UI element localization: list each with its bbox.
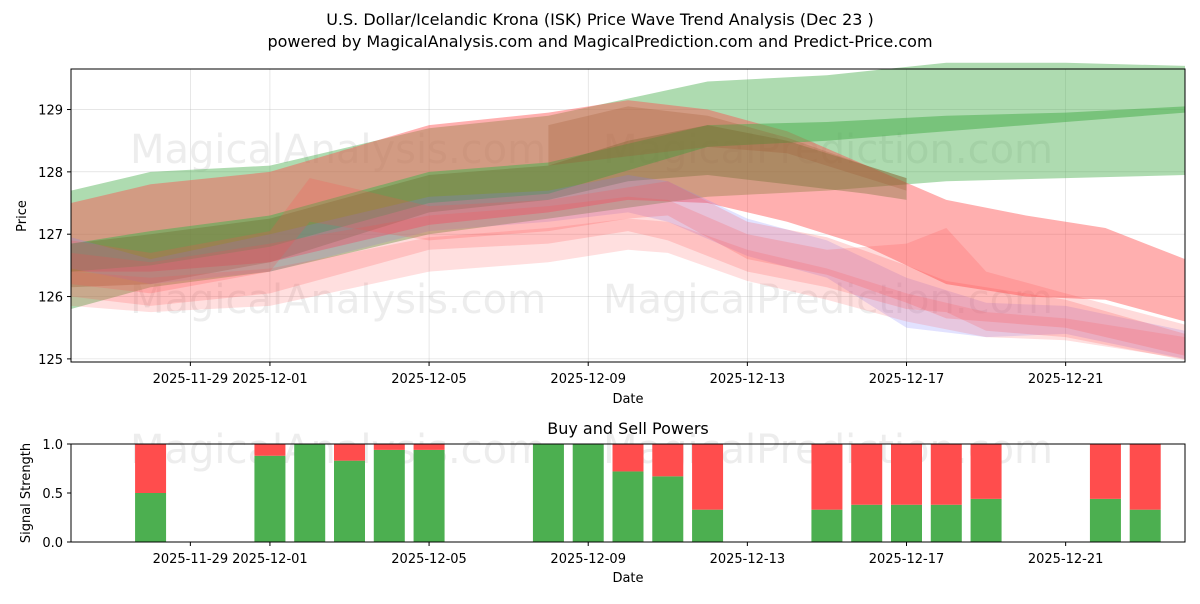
sell-power-bar <box>692 444 724 510</box>
forecast-band-olive <box>71 125 907 288</box>
sell-power-bar <box>1129 444 1161 510</box>
forecast-band-red <box>71 178 1185 356</box>
forecast-band-red <box>71 196 1185 361</box>
buy-power-bar <box>294 444 326 542</box>
sell-power-bar <box>970 444 1002 499</box>
power-y-tick-label: 0.5 <box>42 487 63 502</box>
power-x-tick-label: 2025-12-05 <box>391 552 467 567</box>
sell-power-bar <box>334 444 365 461</box>
price-x-tick-label: 2025-12-13 <box>710 372 786 387</box>
buy-power-bar <box>811 509 843 542</box>
power-x-tick-label: 2025-12-17 <box>869 552 945 567</box>
buy-power-bar <box>413 449 445 542</box>
price-x-tick-label: 2025-12-17 <box>869 372 945 387</box>
price-y-tick-label: 125 <box>38 353 63 368</box>
price-x-tick-label: 2025-12-01 <box>232 372 308 387</box>
figure-title: U.S. Dollar/Icelandic Krona (ISK) Price … <box>326 10 874 29</box>
buy-power-bar <box>572 444 604 542</box>
price-x-ticks: 2025-11-29 2025-12-01 2025-12-05 2025-12-09… <box>153 362 1104 387</box>
buy-power-bar <box>1129 509 1161 542</box>
price-x-tick-label: 2025-11-29 <box>153 372 229 387</box>
sell-power-bar <box>930 444 962 505</box>
sell-power-bar <box>652 444 684 477</box>
price-bands <box>71 62 1185 361</box>
sell-power-bar <box>413 444 445 450</box>
power-x-ticks: 2025-11-29 2025-12-01 2025-12-05 2025-12-09… <box>153 542 1104 567</box>
buy-power-bar <box>652 476 684 542</box>
forecast-band-red <box>71 100 1185 322</box>
power-x-tick-label: 2025-12-01 <box>232 552 308 567</box>
forecast-band-blue <box>71 175 1185 359</box>
power-y-ticks: 0.0 0.5 1.0 <box>42 438 71 551</box>
sell-power-bar <box>135 444 167 493</box>
sell-power-bar <box>811 444 843 510</box>
forecast-band-brown <box>548 106 907 191</box>
power-chart-title: Buy and Sell Powers <box>547 419 709 438</box>
price-x-axis-label: Date <box>612 392 643 407</box>
price-x-tick-label: 2025-12-09 <box>550 372 626 387</box>
power-x-tick-label: 2025-11-29 <box>153 552 229 567</box>
sell-power-bar <box>373 444 405 450</box>
buy-power-bar <box>692 509 724 542</box>
power-x-tick-label: 2025-12-09 <box>550 552 626 567</box>
power-y-tick-label: 0.0 <box>42 536 63 551</box>
price-y-axis-label: Price <box>15 200 30 232</box>
watermark: MagicalAnalysis.com <box>130 277 546 323</box>
power-chart: Buy and Sell Powers MagicalAnalysis.com … <box>19 419 1186 586</box>
forecast-band-green <box>71 106 1185 272</box>
figure-subtitle: powered by MagicalAnalysis.com and Magic… <box>267 32 932 51</box>
buy-power-bar <box>891 504 922 542</box>
price-chart: MagicalAnalysis.com MagicalPrediction.co… <box>15 62 1186 407</box>
sell-power-bar <box>1089 444 1121 499</box>
power-x-tick-label: 2025-12-21 <box>1028 552 1104 567</box>
buy-power-bar <box>373 449 405 542</box>
price-y-ticks: 125 126 127 128 129 <box>38 104 71 368</box>
buy-power-bar <box>970 498 1002 542</box>
price-y-tick-label: 126 <box>38 291 63 306</box>
sell-power-bar <box>254 444 286 456</box>
price-y-tick-label: 127 <box>38 228 63 243</box>
buy-power-bar <box>135 493 167 542</box>
watermark: MagicalPrediction.com <box>603 277 1053 323</box>
sell-power-bar <box>891 444 922 505</box>
buy-power-bar <box>334 460 365 542</box>
forecast-band-red <box>71 218 1185 359</box>
watermark: MagicalAnalysis.com <box>130 127 546 173</box>
power-bars <box>135 444 1161 542</box>
price-plot-frame <box>70 68 1186 363</box>
price-x-tick-label: 2025-12-21 <box>1028 372 1104 387</box>
power-x-tick-label: 2025-12-13 <box>710 552 786 567</box>
sell-power-bar <box>851 444 883 505</box>
sell-power-bar <box>612 444 644 472</box>
buy-power-bar <box>930 504 962 542</box>
buy-power-bar <box>1089 498 1121 542</box>
buy-power-bar <box>612 471 644 542</box>
power-y-axis-label: Signal Strength <box>19 443 34 543</box>
power-y-tick-label: 1.0 <box>42 438 63 453</box>
buy-power-bar <box>851 504 883 542</box>
buy-power-bar <box>532 444 564 542</box>
price-y-tick-label: 129 <box>38 104 63 119</box>
buy-power-bar <box>254 455 286 542</box>
price-y-tick-label: 128 <box>38 166 63 181</box>
price-gridlines <box>71 69 1185 362</box>
power-x-axis-label: Date <box>612 571 643 586</box>
price-watermarks: MagicalAnalysis.com MagicalPrediction.co… <box>130 127 1053 323</box>
price-x-tick-label: 2025-12-05 <box>391 372 467 387</box>
